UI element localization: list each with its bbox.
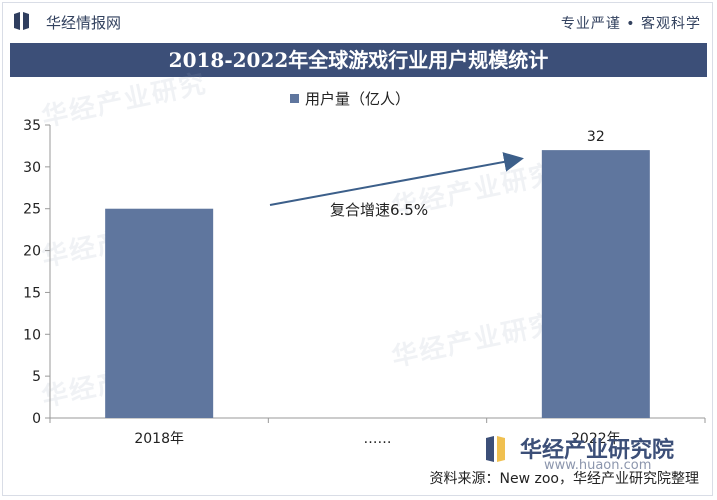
brand-slogan: 专业严谨 • 客观科学	[560, 16, 701, 32]
y-tick-label: 0	[32, 411, 41, 427]
y-tick-label: 30	[23, 160, 41, 176]
x-tick-label: 2018年	[134, 431, 184, 447]
brand-logo-icon	[14, 12, 29, 30]
y-tick-label: 35	[23, 118, 41, 134]
chart-title: 2018-2022年全球游戏行业用户规模统计	[168, 48, 549, 72]
footer-logo-icon	[486, 436, 505, 462]
growth-annotation: 复合增速6.5%	[330, 201, 428, 219]
legend-label: 用户量（亿人）	[305, 89, 411, 108]
y-tick-label: 5	[32, 369, 41, 385]
footer-brand: 华经产业研究院	[520, 438, 675, 463]
y-tick-label: 10	[23, 327, 41, 343]
brand-name: 华经情报网	[46, 14, 122, 32]
x-tick-label: 2022年	[571, 431, 621, 447]
bar	[105, 208, 214, 418]
source-note: 资料来源：New zoo，华经产业研究院整理	[429, 471, 699, 487]
chart-frame	[2, 2, 713, 496]
legend-swatch	[290, 93, 299, 103]
title-band: 2018-2022年全球游戏行业用户规模统计	[10, 43, 707, 77]
y-tick-label: 25	[23, 202, 41, 218]
y-tick-label: 20	[23, 244, 41, 260]
x-tick-label: ……	[364, 431, 392, 447]
bar	[541, 150, 650, 418]
y-tick-label: 15	[23, 285, 41, 301]
data-label: 32	[587, 129, 605, 145]
legend: 用户量（亿人）	[290, 88, 410, 108]
footer-url: www.huaon.com	[544, 458, 652, 473]
top-bar: 华经情报网 专业严谨 • 客观科学	[0, 0, 717, 40]
growth-arrow	[269, 152, 524, 206]
